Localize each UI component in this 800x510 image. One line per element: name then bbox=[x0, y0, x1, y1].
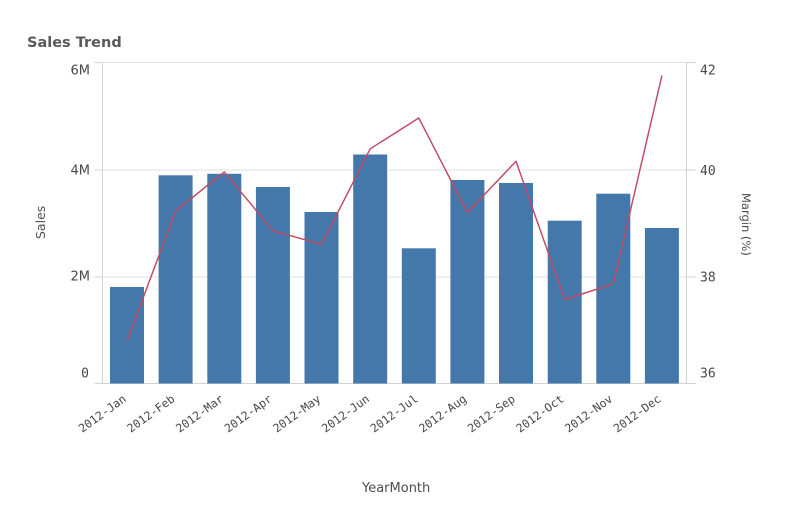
svg-text:2012-Nov: 2012-Nov bbox=[562, 392, 615, 436]
svg-text:42: 42 bbox=[700, 64, 716, 79]
svg-text:Margin (%): Margin (%) bbox=[739, 193, 753, 256]
svg-text:2012-Dec: 2012-Dec bbox=[611, 392, 664, 436]
svg-text:0: 0 bbox=[81, 367, 89, 382]
svg-text:40: 40 bbox=[700, 164, 716, 179]
svg-text:36: 36 bbox=[700, 367, 716, 382]
svg-text:2012-Sep: 2012-Sep bbox=[465, 392, 518, 436]
svg-text:2012-Aug: 2012-Aug bbox=[416, 392, 469, 436]
svg-text:2M: 2M bbox=[71, 269, 91, 284]
svg-text:2012-Jan: 2012-Jan bbox=[76, 392, 129, 436]
svg-text:Sales: Sales bbox=[33, 206, 48, 239]
svg-text:2012-Oct: 2012-Oct bbox=[513, 392, 566, 436]
svg-text:6M: 6M bbox=[71, 64, 91, 79]
svg-text:2012-Jul: 2012-Jul bbox=[368, 392, 421, 436]
svg-text:2012-Feb: 2012-Feb bbox=[124, 392, 177, 436]
svg-text:2012-Apr: 2012-Apr bbox=[222, 392, 275, 436]
svg-text:2012-Mar: 2012-Mar bbox=[173, 392, 226, 436]
svg-text:YearMonth: YearMonth bbox=[361, 481, 430, 496]
svg-text:38: 38 bbox=[700, 271, 716, 286]
svg-text:2012-Jun: 2012-Jun bbox=[319, 392, 372, 436]
svg-text:Sales Trend: Sales Trend bbox=[27, 35, 122, 51]
svg-text:2012-May: 2012-May bbox=[270, 392, 323, 436]
svg-text:4M: 4M bbox=[71, 163, 91, 178]
